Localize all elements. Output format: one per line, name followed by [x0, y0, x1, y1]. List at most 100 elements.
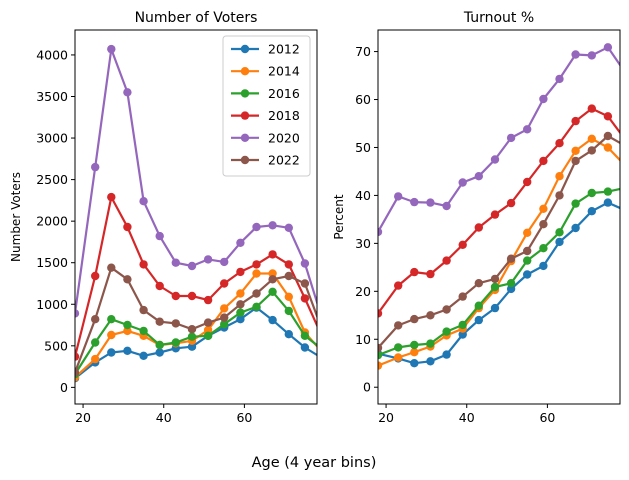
data-point-2020	[442, 201, 451, 211]
data-point-2012	[123, 346, 132, 355]
y-tick-label: 0	[60, 380, 68, 395]
chart-title: Turnout %	[463, 10, 534, 26]
data-point-2018	[187, 291, 197, 301]
y-axis-label: Number Voters	[9, 172, 23, 262]
data-point-2018	[490, 210, 500, 219]
legend-label-2014: 2014	[268, 64, 300, 79]
data-point-2022	[474, 279, 483, 288]
data-point-2022	[490, 274, 500, 284]
data-point-2020	[523, 125, 532, 134]
data-point-2020	[555, 74, 564, 84]
series-line-2020	[75, 47, 317, 314]
series-line-2022	[378, 134, 620, 349]
data-point-2020	[203, 255, 213, 264]
data-point-2014	[410, 348, 419, 357]
data-point-2022	[171, 319, 180, 328]
data-point-2018	[474, 223, 483, 232]
data-point-2020	[123, 88, 132, 97]
data-point-2020	[426, 198, 435, 207]
data-point-2018	[123, 222, 132, 232]
legend-label-2018: 2018	[268, 108, 300, 123]
data-point-2012	[539, 261, 548, 271]
data-point-2014	[220, 304, 229, 313]
data-point-2020	[506, 133, 516, 143]
data-point-2018	[539, 156, 548, 166]
data-point-2018	[619, 136, 620, 140]
data-point-2016	[220, 320, 229, 329]
data-point-2012	[300, 343, 310, 352]
data-point-2018	[587, 104, 596, 113]
y-tick-label: 20	[355, 284, 371, 299]
data-point-2014	[394, 353, 403, 362]
chart-title: Number of Voters	[135, 10, 258, 26]
x-tick-label: 20	[75, 410, 91, 425]
y-tick-label: 4000	[36, 47, 68, 62]
y-tick-label: 500	[44, 338, 68, 353]
data-point-2012	[490, 303, 500, 313]
data-point-2014	[91, 354, 100, 364]
data-point-2018	[442, 256, 451, 265]
plot-area	[75, 44, 317, 383]
data-point-2012	[587, 207, 596, 216]
data-point-2018	[426, 269, 435, 279]
data-point-2014	[587, 134, 596, 143]
data-point-2018	[555, 139, 564, 148]
data-point-2016	[523, 256, 532, 265]
data-point-2012	[458, 330, 467, 339]
data-point-2022	[236, 300, 245, 309]
data-point-2016	[539, 244, 548, 253]
data-point-2012	[187, 342, 197, 351]
y-tick-label: 70	[355, 44, 371, 59]
series-line-2014	[378, 137, 620, 367]
data-point-2022	[539, 220, 548, 229]
data-point-2022	[555, 191, 564, 200]
x-tick-label: 40	[156, 410, 172, 425]
data-point-2016	[268, 287, 277, 296]
data-point-2022	[91, 315, 100, 324]
x-tick-label: 60	[236, 410, 252, 425]
data-point-2016	[187, 332, 197, 341]
x-tick-label: 60	[539, 410, 555, 425]
data-point-2020	[284, 223, 293, 232]
legend-label-2022: 2022	[268, 153, 300, 168]
data-point-2020	[139, 197, 148, 206]
data-point-2014	[378, 361, 383, 370]
data-point-2020	[539, 94, 548, 104]
data-point-2016	[603, 187, 613, 196]
data-point-2012	[410, 359, 419, 368]
data-point-2020	[252, 222, 261, 232]
data-point-2014	[284, 292, 293, 301]
legend-label-2016: 2016	[268, 86, 300, 101]
y-tick-label: 10	[355, 332, 371, 347]
chart-turnout: 20 40 60 0 10 20 30 40 50 60 70 Turnout % Percent	[332, 10, 621, 425]
data-point-2014	[107, 330, 116, 340]
data-point-2018	[107, 192, 116, 202]
data-point-2018	[91, 271, 100, 281]
data-point-2016	[236, 308, 245, 317]
data-point-2012	[603, 198, 613, 207]
data-point-2020	[300, 259, 310, 268]
y-tick-label: 50	[355, 140, 371, 155]
data-point-2022	[410, 314, 419, 324]
data-point-2014	[603, 143, 613, 152]
data-point-2014	[268, 269, 277, 278]
x-tick-label: 40	[459, 410, 475, 425]
data-point-2016	[587, 188, 596, 198]
series-line-2012	[75, 306, 317, 380]
axes-frame	[377, 29, 621, 405]
data-point-2018	[603, 112, 613, 121]
y-tick-label: 3000	[36, 131, 68, 146]
data-point-2018	[203, 295, 213, 305]
data-point-2020	[490, 155, 500, 164]
y-tick-label: 3500	[36, 89, 68, 104]
data-point-2022	[619, 143, 620, 147]
data-point-2022	[252, 289, 261, 298]
data-point-2018	[171, 291, 180, 301]
data-point-2014	[619, 163, 620, 166]
data-point-2016	[394, 343, 403, 352]
data-point-2016	[506, 279, 516, 288]
legend-marker-2020	[240, 133, 250, 142]
data-point-2012	[474, 315, 483, 325]
data-point-2012	[268, 315, 277, 325]
axes-frame	[74, 29, 318, 405]
